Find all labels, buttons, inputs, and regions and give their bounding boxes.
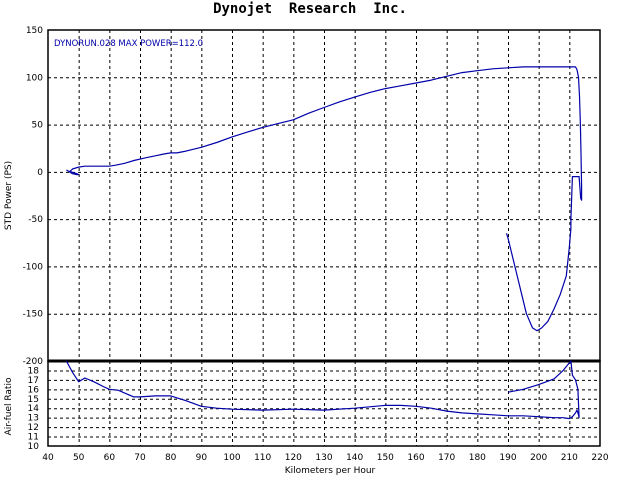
power-y-axis-label: STD Power (PS) xyxy=(4,161,14,230)
run-annotation: DYNORUN.028 MAX POWER=112.0 xyxy=(54,39,203,49)
x-tick-label: 150 xyxy=(377,453,394,463)
power-y-tick-label: 150 xyxy=(26,26,43,36)
power-y-tick-label: -50 xyxy=(28,215,43,225)
power-y-tick-label: 0 xyxy=(37,168,43,178)
x-tick-label: 140 xyxy=(346,453,363,463)
power-y-tick-label: -200 xyxy=(23,357,44,367)
afr-y-tick-label: 16 xyxy=(28,385,40,395)
x-tick-label: 70 xyxy=(134,453,146,463)
x-tick-label: 60 xyxy=(104,453,116,463)
x-tick-label: 80 xyxy=(165,453,177,463)
afr-y-tick-label: 10 xyxy=(28,442,40,452)
afr-frame xyxy=(47,360,601,447)
x-tick-label: 200 xyxy=(530,453,547,463)
power-y-tick-label: -100 xyxy=(23,262,44,272)
x-tick-label: 90 xyxy=(196,453,208,463)
x-tick-label: 220 xyxy=(591,453,608,463)
power-panel: 150 100 50 0 -50 -100 -150 -200 STD Power (PS) DY… xyxy=(4,26,601,367)
x-tick-label: 160 xyxy=(407,453,424,463)
afr-y-axis-label: Air-fuel Ratio xyxy=(4,377,14,435)
afr-y-tick-label: 11 xyxy=(28,433,39,443)
afr-y-tick-label: 13 xyxy=(28,414,39,424)
afr-y-tick-label: 18 xyxy=(28,366,40,376)
afr-y-tick-label: 14 xyxy=(28,404,40,414)
x-tick-label: 170 xyxy=(438,453,455,463)
afr-y-tick-label: 12 xyxy=(28,423,39,433)
x-tick-label: 110 xyxy=(254,453,271,463)
x-tick-label: 180 xyxy=(469,453,486,463)
x-tick-label: 190 xyxy=(499,453,516,463)
x-axis-label: Kilometers per Hour xyxy=(285,466,376,476)
afr-y-tick-label: 15 xyxy=(28,395,39,405)
power-y-tick-label: 100 xyxy=(26,73,43,83)
x-tick-label: 120 xyxy=(285,453,302,463)
x-tick-label: 100 xyxy=(223,453,240,463)
x-tick-label: 130 xyxy=(315,453,332,463)
power-y-tick-label: 50 xyxy=(32,121,44,131)
afr-y-tick-label: 17 xyxy=(28,376,39,386)
chart-title: Dynojet Research Inc. xyxy=(213,1,407,17)
x-tick-label: 40 xyxy=(42,453,54,463)
power-series-line xyxy=(66,66,583,332)
x-tick-label: 50 xyxy=(73,453,85,463)
afr-series-line xyxy=(65,360,580,420)
power-y-tick-label: -150 xyxy=(23,310,44,320)
x-tick-label: 210 xyxy=(561,453,578,463)
